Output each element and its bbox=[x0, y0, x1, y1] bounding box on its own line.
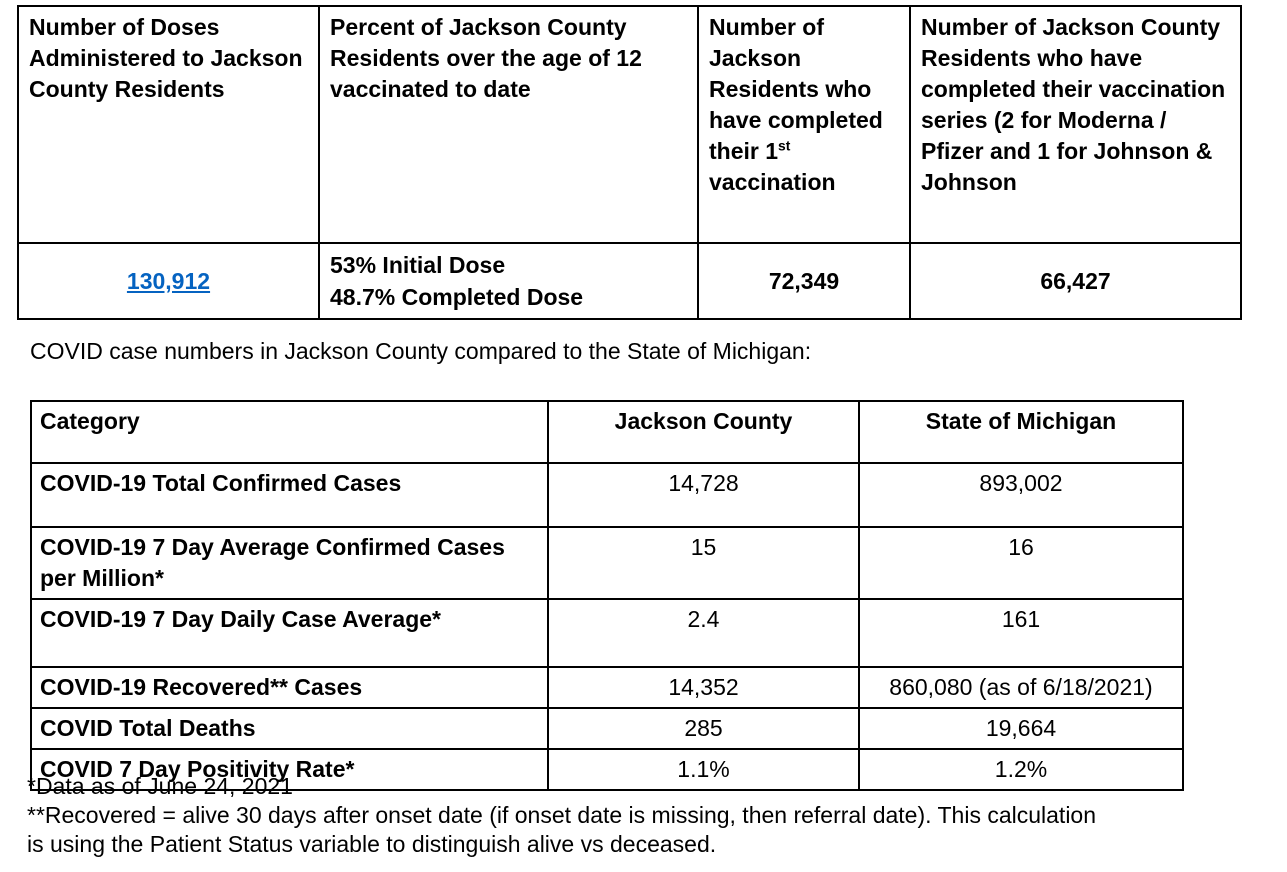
case-row-michigan-value: 161 bbox=[858, 598, 1184, 668]
vaccine-data-row: 130,912 53% Initial Dose 48.7% Completed… bbox=[17, 242, 1242, 320]
vaccine-header-percent: Percent of Jackson County Residents over… bbox=[318, 5, 699, 244]
table-row-7day-average-per-million: COVID-19 7 Day Average Confirmed Cases p… bbox=[30, 526, 1184, 600]
case-row-category: COVID-19 Total Confirmed Cases bbox=[30, 462, 549, 528]
completed-series-value: 66,427 bbox=[909, 242, 1242, 320]
table-row-recovered-cases: COVID-19 Recovered** Cases 14,352 860,08… bbox=[30, 666, 1184, 709]
vaccine-header-doses: Number of Doses Administered to Jackson … bbox=[17, 5, 320, 244]
completed-dose-percent: 48.7% Completed Dose bbox=[330, 284, 584, 310]
footnotes: *Data as of June 24, 2021 **Recovered = … bbox=[27, 772, 1096, 859]
footnote-recovered-definition-line2: is using the Patient Status variable to … bbox=[27, 831, 717, 857]
doses-count-link[interactable]: 130,912 bbox=[126, 268, 211, 294]
vaccine-header-completed-series: Number of Jackson County Residents who h… bbox=[909, 5, 1242, 244]
vaccine-header-first-vaccination: Number of Jackson Residents who have com… bbox=[697, 5, 911, 244]
case-row-michigan-value: 1.2% bbox=[858, 748, 1184, 791]
case-row-category: COVID 7 Day Positivity Rate* bbox=[30, 748, 549, 791]
case-row-jackson-value: 1.1% bbox=[547, 748, 860, 791]
case-row-michigan-value: 893,002 bbox=[858, 462, 1184, 528]
case-row-jackson-value: 285 bbox=[547, 707, 860, 750]
case-row-jackson-value: 15 bbox=[547, 526, 860, 600]
doses-value-cell: 130,912 bbox=[17, 242, 320, 320]
case-row-category: COVID-19 7 Day Average Confirmed Cases p… bbox=[30, 526, 549, 600]
case-header-category: Category bbox=[30, 400, 549, 464]
table-row-7day-daily-case-average: COVID-19 7 Day Daily Case Average* 2.4 1… bbox=[30, 598, 1184, 668]
footnote-recovered-definition-line1: **Recovered = alive 30 days after onset … bbox=[27, 802, 1097, 828]
case-row-category: COVID-19 7 Day Daily Case Average* bbox=[30, 598, 549, 668]
first-vaccination-value: 72,349 bbox=[697, 242, 911, 320]
vaccine-header-row: Number of Doses Administered to Jackson … bbox=[17, 5, 1242, 244]
case-row-michigan-value: 860,080 (as of 6/18/2021) bbox=[858, 666, 1184, 709]
case-row-category: COVID-19 Recovered** Cases bbox=[30, 666, 549, 709]
percent-value-cell: 53% Initial Dose 48.7% Completed Dose bbox=[318, 242, 699, 320]
first-vaccination-header-suffix: vaccination bbox=[709, 169, 836, 195]
case-header-state-of-michigan: State of Michigan bbox=[858, 400, 1184, 464]
table-row-total-confirmed-cases: COVID-19 Total Confirmed Cases 14,728 89… bbox=[30, 462, 1184, 528]
case-row-jackson-value: 14,352 bbox=[547, 666, 860, 709]
footnote-data-date: *Data as of June 24, 2021 bbox=[27, 773, 293, 799]
case-row-michigan-value: 16 bbox=[858, 526, 1184, 600]
vaccination-summary-table: Number of Doses Administered to Jackson … bbox=[17, 5, 1242, 320]
table-row-positivity-rate: COVID 7 Day Positivity Rate* 1.1% 1.2% bbox=[30, 748, 1184, 791]
first-vaccination-header-text: Number of Jackson Residents who have com… bbox=[709, 14, 883, 164]
case-row-michigan-value: 19,664 bbox=[858, 707, 1184, 750]
case-row-jackson-value: 2.4 bbox=[547, 598, 860, 668]
initial-dose-percent: 53% Initial Dose bbox=[330, 252, 506, 278]
case-table-header-row: Category Jackson County State of Michiga… bbox=[30, 400, 1184, 464]
case-header-jackson-county: Jackson County bbox=[547, 400, 860, 464]
superscript-st: st bbox=[778, 138, 791, 154]
table-row-total-deaths: COVID Total Deaths 285 19,664 bbox=[30, 707, 1184, 750]
covid-case-table: Category Jackson County State of Michiga… bbox=[30, 400, 1184, 791]
case-row-jackson-value: 14,728 bbox=[547, 462, 860, 528]
intro-text: COVID case numbers in Jackson County com… bbox=[30, 338, 812, 364]
case-row-category: COVID Total Deaths bbox=[30, 707, 549, 750]
